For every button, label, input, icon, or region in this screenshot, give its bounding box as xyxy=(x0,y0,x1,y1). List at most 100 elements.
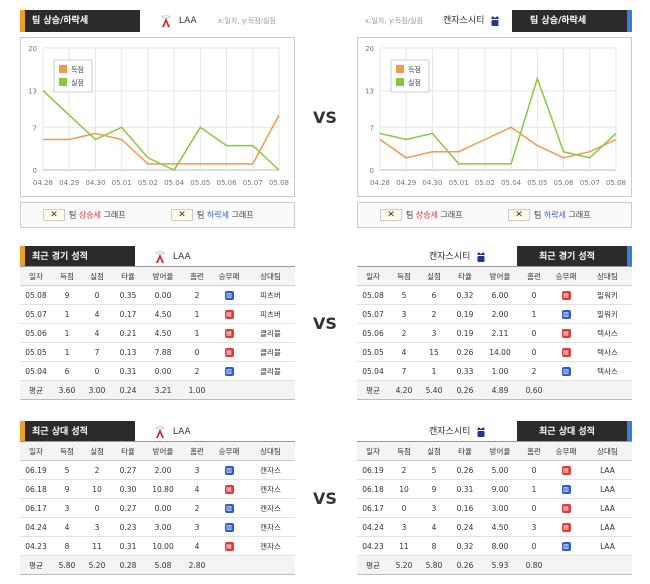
table-cell: 평균 xyxy=(20,555,52,575)
x-tick-label: 05.07 xyxy=(243,179,263,187)
win-badge-icon: ▥ xyxy=(224,504,234,513)
table-cell: 0.00 xyxy=(144,498,182,518)
x-tick-label: 05.04 xyxy=(501,179,522,187)
column-header: 홈런 xyxy=(519,266,549,286)
table-cell: 05.04 xyxy=(20,361,52,381)
column-header: 타율 xyxy=(112,441,144,461)
left-trend-team: LAA xyxy=(160,10,197,32)
table-cell: LAA xyxy=(583,479,632,499)
table-cell: 7.88 xyxy=(144,342,182,362)
table-cell: 0.19 xyxy=(449,323,481,343)
table-cell: 4 xyxy=(82,323,112,343)
right-trend-header: x:일자, y:득점/실점 캔자스시티 팀 상승/하락세 xyxy=(357,10,632,32)
table-cell: 5.20 xyxy=(82,555,112,575)
table-cell: 0 xyxy=(519,536,549,556)
table-cell: 6 xyxy=(52,361,82,381)
column-header: 상대팀 xyxy=(246,441,295,461)
table-cell: 3 xyxy=(182,517,212,537)
table-cell: 캔자스 xyxy=(246,517,295,537)
win-badge-icon: ▥ xyxy=(224,466,234,475)
table-cell: 2.00 xyxy=(144,460,182,480)
result-badge-cell: ▥ xyxy=(549,361,583,381)
x-tick-label: 04.29 xyxy=(59,179,79,187)
loss-badge-icon: ▤ xyxy=(561,329,571,338)
table-cell: 4 xyxy=(182,536,212,556)
left-trend-tab-label: 팀 상승/하락세 xyxy=(32,16,89,26)
table-cell: 1 xyxy=(519,304,549,324)
legend-label: 득점 xyxy=(71,66,84,74)
table-row: 05.07 3 2 0.19 2.00 1 ▥ 밀워키 xyxy=(357,304,632,324)
table-cell: 0.16 xyxy=(449,498,481,518)
series-line-실점 xyxy=(379,76,617,165)
left-h2h-team-name: LAA xyxy=(172,427,191,437)
table-cell: 0.24 xyxy=(449,517,481,537)
table-cell: 0.32 xyxy=(449,536,481,556)
table-header-row: 일자 득점 실점 타율 방어율 홈런 승무패 상대팀 xyxy=(357,266,632,286)
table-cell: 5.00 xyxy=(481,460,519,480)
table-cell: 9 xyxy=(52,479,82,499)
right-recent-panel: 캔자스시티 최근 경기 성적 일자 득점 실점 타율 방어율 홈런 승무패 상대팀 05.08 5… xyxy=(357,246,632,401)
x-tick-label: 05.06 xyxy=(554,179,575,187)
column-header: 상대팀 xyxy=(583,266,632,286)
table-cell: 3.21 xyxy=(144,380,182,400)
table-row: 05.07 1 4 0.17 4.50 1 ▤ 피츠버 xyxy=(20,304,295,324)
table-cell: 0.28 xyxy=(112,555,144,575)
x-tick-label: 05.08 xyxy=(606,179,626,187)
average-row: 평균 4.20 5.40 0.26 4.89 0.60 xyxy=(357,380,632,400)
x-tick-label: 05.05 xyxy=(527,179,547,187)
left-trend-header: 팀 상승/하락세 LAA x:일자, y:득점/실점 xyxy=(20,10,295,32)
table-cell: 06.19 xyxy=(20,460,52,480)
table-header-row: 일자 득점 실점 타율 방어율 홈런 승무패 상대팀 xyxy=(20,441,295,461)
table-cell xyxy=(246,380,295,400)
x-tick-label: 04.28 xyxy=(370,179,390,187)
left-axis-note: x:일자, y:득점/실점 xyxy=(218,17,276,25)
legend-label: 실점 xyxy=(71,78,84,87)
win-badge-icon: ▥ xyxy=(561,542,571,551)
loss-badge-icon: ▤ xyxy=(224,329,234,338)
table-cell: 9 xyxy=(419,479,449,499)
table-cell: 텍사스 xyxy=(583,342,632,362)
table-cell: 0.30 xyxy=(112,479,144,499)
right-legend-bar: ✕ 팀 상승세 그래프 ✕ 팀 하락세 그래프 xyxy=(357,202,632,228)
left-h2h-team: LAA xyxy=(154,421,191,443)
table-cell: 8 xyxy=(419,536,449,556)
x-tick-label: 05.04 xyxy=(164,179,185,187)
left-trend-chart: 0 7 13 20 04.28 04.29 04.30 05.01 05.02 05.04 05.0… xyxy=(28,45,289,187)
table-cell: 3 xyxy=(82,517,112,537)
column-header: 상대팀 xyxy=(583,441,632,461)
table-cell: 05.05 xyxy=(20,342,52,362)
column-header: 방어율 xyxy=(481,441,519,461)
average-row: 평균 5.80 5.20 0.28 5.08 2.80 xyxy=(20,555,295,575)
loss-badge-icon: ▤ xyxy=(561,523,571,532)
y-tick-label: 0 xyxy=(370,167,374,175)
x-tick-label: 05.01 xyxy=(112,179,132,187)
x-tick-label: 05.02 xyxy=(138,179,158,187)
loss-badge-icon: ▤ xyxy=(561,291,571,300)
table-cell: 2 xyxy=(419,304,449,324)
left-h2h-panel: 최근 상대 성적 LAA 일자 득점 실점 타율 방어율 홈런 승무패 상대팀 06.19 5 2 0… xyxy=(20,421,295,576)
table-cell: 캔자스 xyxy=(246,460,295,480)
result-badge-cell: ▤ xyxy=(549,460,583,480)
table-cell: 6.00 xyxy=(481,285,519,305)
right-h2h-table: 일자 득점 실점 타율 방어율 홈런 승무패 상대팀 06.19 2 5 0.26 5.00 0 ▤ LAA 0… xyxy=(357,441,632,575)
result-badge-cell: ▤ xyxy=(212,342,246,362)
table-cell: 5.40 xyxy=(419,380,449,400)
x-tick-label: 05.05 xyxy=(190,179,210,187)
table-row: 04.24 3 4 0.24 4.50 3 ▤ LAA xyxy=(357,517,632,537)
column-header: 타율 xyxy=(449,441,481,461)
table-cell: 9.00 xyxy=(481,479,519,499)
win-badge-icon: ▥ xyxy=(224,523,234,532)
table-row: 05.06 2 3 0.19 2.11 0 ▤ 텍사스 xyxy=(357,323,632,343)
table-cell: 5.20 xyxy=(389,555,419,575)
table-cell: 05.06 xyxy=(357,323,389,343)
table-cell: 4.50 xyxy=(144,323,182,343)
royals-logo-icon xyxy=(491,15,500,26)
table-cell: 4.50 xyxy=(144,304,182,324)
table-cell: 0.21 xyxy=(112,323,144,343)
table-row: 04.23 11 8 0.32 8.00 0 ▥ LAA xyxy=(357,536,632,556)
table-cell: 0.26 xyxy=(449,380,481,400)
table-cell: 0.27 xyxy=(112,498,144,518)
table-cell: LAA xyxy=(583,536,632,556)
table-cell: 1.00 xyxy=(481,361,519,381)
left-recent-header: 최근 경기 성적 LAA xyxy=(20,246,295,268)
